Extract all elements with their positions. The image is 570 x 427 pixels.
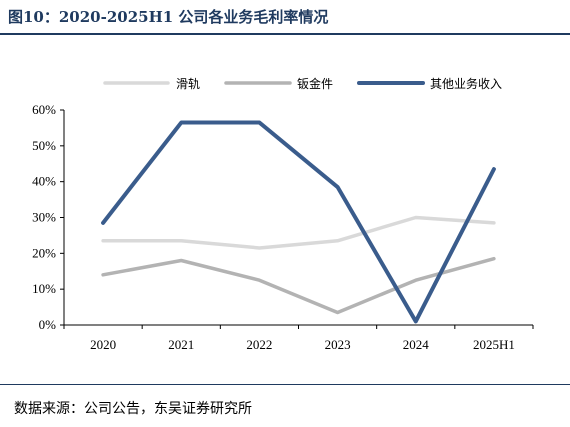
data-point xyxy=(180,240,182,242)
chart-legend: 滑轨 钣金件 其他业务收入 xyxy=(103,76,502,91)
data-point xyxy=(493,168,495,170)
y-tick-label: 40% xyxy=(32,174,56,189)
source-note: 数据来源：公司公告，东吴证券研究所 xyxy=(14,401,252,417)
data-point xyxy=(180,260,182,261)
series-line-0 xyxy=(101,215,496,250)
legend-label-1: 钣金件 xyxy=(297,76,333,91)
data-point xyxy=(415,320,417,322)
legend-label-2: 其他业务收入 xyxy=(430,76,502,91)
y-tick-label: 60% xyxy=(32,102,56,117)
data-point xyxy=(102,222,104,224)
x-tick-label: 2024 xyxy=(403,337,430,352)
y-axis: 0% 10% 20% 30% 40% 50% 60% xyxy=(32,102,65,332)
series-line-2 xyxy=(101,120,496,324)
data-point xyxy=(337,240,339,242)
title-rule xyxy=(0,33,570,35)
x-axis: 2020 2021 2022 2023 2024 2025H1 xyxy=(63,324,534,352)
y-tick-label: 30% xyxy=(32,210,56,225)
y-tick-label: 0% xyxy=(39,317,57,332)
x-tick-label: 2021 xyxy=(168,337,194,352)
x-tick-label: 2022 xyxy=(246,337,272,352)
figure-title: 图10：2020-2025H1 公司各业务毛利率情况 xyxy=(8,8,329,26)
data-point xyxy=(258,122,260,124)
legend-label-0: 滑轨 xyxy=(176,77,200,91)
data-point xyxy=(493,222,495,224)
series-line-1 xyxy=(101,256,496,315)
data-point xyxy=(102,240,104,242)
x-tick-label: 2023 xyxy=(325,337,351,352)
line-chart: 滑轨 钣金件 其他业务收入 0%10%20%30%40%50%60% 2020 202… xyxy=(32,76,534,352)
data-point xyxy=(415,217,417,218)
y-tick-label: 20% xyxy=(32,245,56,260)
x-tick-label: 2020 xyxy=(90,337,116,352)
data-point xyxy=(102,274,104,276)
data-point xyxy=(493,258,495,260)
data-point xyxy=(258,247,260,249)
data-point xyxy=(180,122,182,124)
data-point xyxy=(337,186,339,188)
data-point xyxy=(415,279,417,281)
y-tick-label: 10% xyxy=(32,281,56,296)
data-point xyxy=(337,311,339,313)
x-tick-label: 2025H1 xyxy=(473,337,515,352)
source-rule xyxy=(0,384,570,385)
series-lines xyxy=(101,120,496,324)
data-point xyxy=(258,279,260,281)
y-tick-label: 50% xyxy=(32,138,56,153)
